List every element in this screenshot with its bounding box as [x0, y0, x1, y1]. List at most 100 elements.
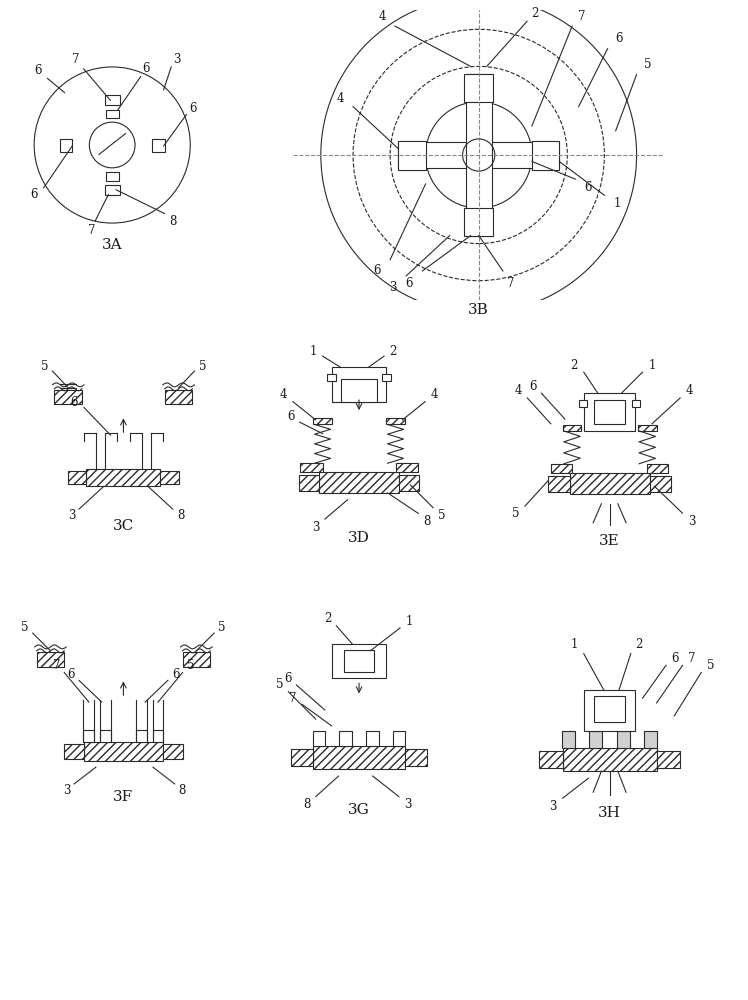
- Text: 4: 4: [514, 384, 521, 397]
- Bar: [570, 473, 649, 494]
- Bar: [341, 379, 377, 402]
- Bar: [183, 652, 210, 667]
- Text: 7: 7: [52, 659, 60, 672]
- Bar: [331, 367, 387, 402]
- Bar: [64, 744, 84, 759]
- Text: 1: 1: [649, 359, 656, 372]
- Text: 8: 8: [177, 509, 184, 522]
- Text: 1: 1: [310, 345, 317, 358]
- Text: 5: 5: [218, 621, 226, 634]
- Text: 6: 6: [67, 668, 75, 681]
- Bar: [60, 139, 73, 152]
- Bar: [298, 475, 319, 491]
- Text: 7: 7: [88, 224, 95, 237]
- Bar: [163, 744, 183, 759]
- Text: 6: 6: [584, 181, 592, 194]
- Text: 2: 2: [390, 345, 397, 358]
- Bar: [68, 471, 87, 484]
- Bar: [583, 393, 636, 431]
- Bar: [638, 425, 657, 431]
- Text: 2: 2: [325, 612, 332, 625]
- Bar: [579, 400, 587, 407]
- Bar: [55, 390, 82, 404]
- Bar: [327, 374, 337, 381]
- Bar: [562, 731, 575, 748]
- Bar: [539, 751, 562, 768]
- Text: 3: 3: [68, 509, 76, 522]
- Bar: [589, 731, 602, 748]
- Bar: [647, 464, 669, 473]
- Bar: [100, 730, 111, 742]
- Bar: [649, 476, 671, 492]
- Bar: [87, 469, 160, 486]
- Text: 6: 6: [31, 188, 38, 201]
- Bar: [160, 471, 179, 484]
- Bar: [657, 751, 680, 768]
- Text: 6: 6: [285, 672, 292, 685]
- Bar: [37, 652, 64, 667]
- Text: 3: 3: [64, 784, 71, 797]
- Text: 5: 5: [21, 621, 28, 634]
- Text: 2: 2: [531, 7, 539, 20]
- Text: 5: 5: [187, 659, 194, 672]
- Text: 3B: 3B: [468, 303, 489, 317]
- Bar: [396, 463, 418, 472]
- Bar: [466, 74, 491, 236]
- Text: 3D: 3D: [348, 531, 370, 545]
- Bar: [105, 110, 119, 118]
- Text: 3: 3: [312, 521, 319, 534]
- Text: 3: 3: [405, 798, 412, 811]
- Bar: [398, 142, 560, 168]
- Bar: [300, 463, 322, 472]
- Text: 5: 5: [198, 360, 206, 373]
- Bar: [291, 749, 313, 766]
- Bar: [548, 476, 570, 492]
- Text: 6: 6: [189, 102, 197, 115]
- Text: 7: 7: [507, 277, 515, 290]
- Text: 3: 3: [688, 515, 696, 528]
- Bar: [399, 475, 420, 491]
- Bar: [532, 140, 560, 169]
- Text: 6: 6: [373, 264, 381, 277]
- Text: 5: 5: [41, 360, 49, 373]
- Bar: [105, 185, 120, 195]
- Text: 6: 6: [405, 277, 413, 290]
- Text: 3E: 3E: [599, 534, 620, 548]
- Bar: [595, 400, 625, 424]
- Bar: [319, 472, 399, 493]
- Bar: [153, 730, 163, 742]
- Text: 5: 5: [438, 509, 446, 522]
- Bar: [562, 425, 581, 431]
- Bar: [339, 731, 352, 746]
- Text: 3A: 3A: [102, 238, 123, 252]
- Bar: [84, 730, 94, 742]
- Bar: [105, 172, 119, 181]
- Bar: [344, 650, 374, 672]
- Bar: [381, 374, 391, 381]
- Bar: [562, 748, 657, 771]
- Text: 3: 3: [174, 53, 181, 66]
- Text: 4: 4: [337, 92, 344, 105]
- Bar: [551, 464, 572, 473]
- Text: 2: 2: [635, 638, 643, 651]
- Text: 8: 8: [303, 798, 310, 811]
- Text: 6: 6: [34, 64, 42, 77]
- Bar: [405, 749, 427, 766]
- Text: 6: 6: [70, 396, 78, 409]
- Text: 3G: 3G: [348, 803, 370, 817]
- Text: 4: 4: [280, 388, 287, 401]
- Bar: [632, 400, 640, 407]
- Bar: [105, 95, 120, 105]
- Text: 6: 6: [530, 380, 537, 393]
- Text: 4: 4: [378, 10, 386, 23]
- Text: 1: 1: [571, 638, 578, 651]
- Bar: [595, 696, 625, 722]
- Bar: [387, 418, 405, 424]
- Text: 5: 5: [707, 659, 714, 672]
- Text: 8: 8: [170, 215, 177, 228]
- Text: 4: 4: [431, 388, 438, 401]
- Text: 3: 3: [550, 800, 557, 813]
- Text: 3H: 3H: [598, 806, 621, 820]
- Text: 7: 7: [578, 10, 586, 23]
- Bar: [644, 731, 657, 748]
